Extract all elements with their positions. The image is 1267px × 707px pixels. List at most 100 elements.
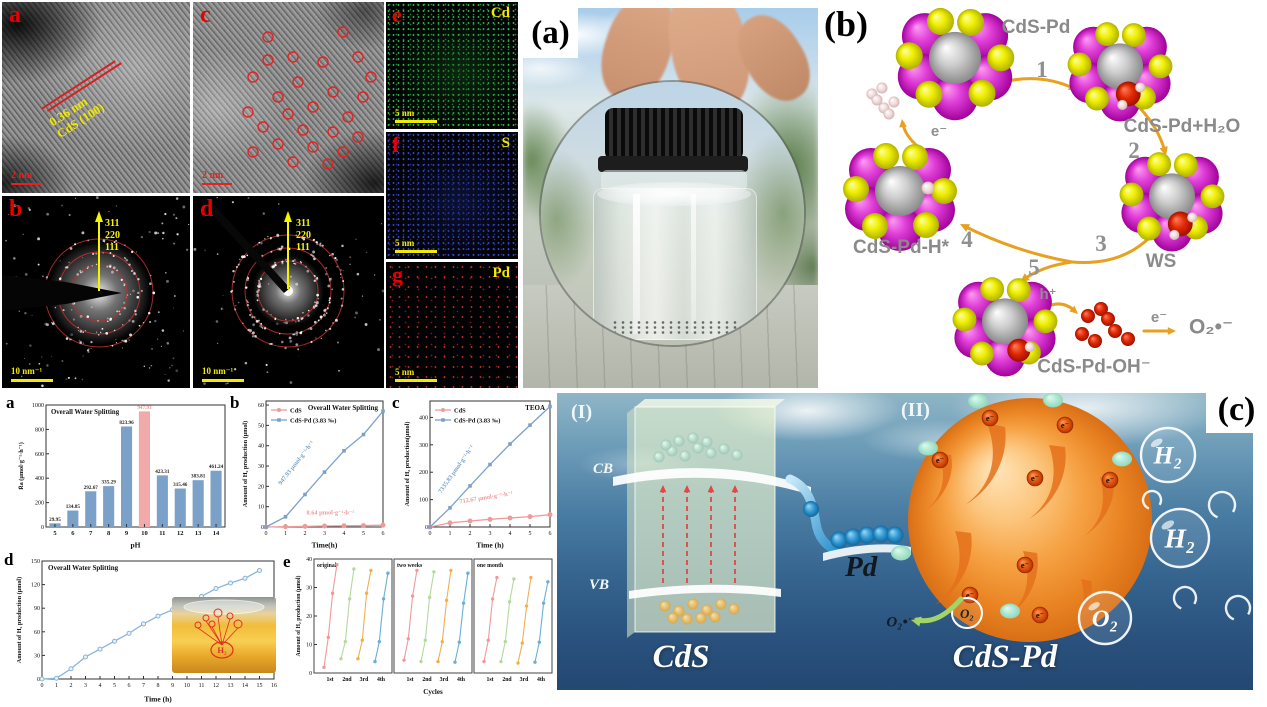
scale-bar-line [202, 183, 232, 185]
svg-text:4: 4 [509, 531, 512, 537]
chart-c-letter: c [392, 394, 400, 411]
panel-c-letter: c [200, 3, 211, 27]
svg-text:1000: 1000 [32, 403, 44, 409]
svg-text:6: 6 [382, 531, 385, 537]
svg-text:e⁻: e⁻ [986, 413, 994, 423]
svg-text:20: 20 [258, 484, 264, 490]
cycle-panel-label: (b) [824, 6, 868, 42]
svg-text:Overall Water Splitting: Overall Water Splitting [308, 404, 379, 412]
jar-cap [605, 108, 743, 160]
photo-label: (a) [531, 15, 569, 52]
svg-text:1st: 1st [326, 677, 333, 683]
svg-text:8.64 μmol·g⁻¹·h⁻¹: 8.64 μmol·g⁻¹·h⁻¹ [307, 509, 355, 516]
line-chart-ows: 0102030405060Time(h)Amount of H₂ product… [240, 395, 388, 549]
cycling-stability-chart: 010203040Amount of H₂ production (μmol)o… [294, 553, 556, 703]
step-1: 1 [1036, 57, 1048, 83]
photo-panel: (a) [523, 8, 818, 388]
svg-text:30: 30 [34, 653, 40, 659]
svg-text:3: 3 [489, 531, 492, 537]
element-label-cd: Cd [491, 5, 510, 22]
glass-highlight [633, 194, 640, 334]
svg-text:947.93 μmol·g⁻¹·h⁻¹: 947.93 μmol·g⁻¹·h⁻¹ [277, 440, 316, 487]
svg-text:0: 0 [265, 531, 268, 537]
svg-text:10: 10 [141, 530, 148, 537]
svg-text:712.67 μmol·g⁻¹·h⁻¹: 712.67 μmol·g⁻¹·h⁻¹ [459, 490, 513, 505]
ring-index-labels: 311 220 111 [296, 218, 311, 254]
species-cds-pd-h: CdS-Pd-H* [853, 237, 949, 259]
svg-text:5: 5 [113, 683, 116, 689]
scale-bar-line [11, 183, 41, 185]
chart-a-letter: a [6, 394, 15, 411]
saed-panel-d: d 311 220 111 10 nm⁻¹ [193, 196, 384, 388]
svg-text:4: 4 [99, 683, 102, 689]
svg-text:e⁻: e⁻ [936, 455, 944, 465]
svg-text:8: 8 [107, 530, 111, 537]
scale-bar: 5 nm [395, 238, 437, 253]
svg-text:1: 1 [55, 683, 58, 689]
svg-text:5: 5 [529, 531, 532, 537]
scale-bar-line [395, 120, 437, 123]
svg-text:original: original [317, 563, 337, 569]
svg-text:947.93: 947.93 [137, 405, 152, 411]
svg-text:6: 6 [71, 530, 75, 537]
svg-text:9: 9 [125, 530, 129, 537]
electron-label: e⁻ [931, 122, 947, 140]
gas-bubble: O₂ [1079, 592, 1131, 644]
svg-text:383.81: 383.81 [191, 474, 206, 480]
superoxide-label: O₂•⁻ [1189, 315, 1233, 340]
svg-text:4th: 4th [377, 677, 386, 683]
element-label-pd: Pd [492, 265, 510, 282]
svg-text:20: 20 [306, 614, 312, 620]
svg-text:134.85: 134.85 [66, 504, 81, 510]
svg-text:6: 6 [128, 683, 131, 689]
superoxide-label: O₂•⁻ [886, 613, 915, 632]
panel-d-letter: d [200, 197, 213, 221]
jar-sediment [611, 320, 737, 334]
line-chart-teoa: 0 100 200 300 400 Time (h) Amount of H₂ produc… [402, 395, 555, 549]
svg-text:4: 4 [343, 531, 346, 537]
svg-text:H₂: H₂ [1153, 441, 1183, 470]
cluster [1120, 152, 1225, 251]
svg-text:15: 15 [257, 683, 263, 689]
svg-text:9: 9 [171, 683, 174, 689]
svg-text:823.96: 823.96 [119, 420, 134, 426]
bar-chart-ph: 0 200 400 600 800 1000 pH R̄a (μmol·g⁻¹·h⁻¹) 29.… [16, 395, 230, 549]
cluster [896, 8, 1015, 120]
svg-text:12: 12 [213, 683, 219, 689]
hrtem-panel-c: c 2 nm [193, 2, 384, 193]
svg-text:Time (h): Time (h) [476, 541, 504, 550]
svg-text:10: 10 [184, 683, 190, 689]
cds-pd-label: CdS-Pd [953, 639, 1058, 676]
svg-text:100: 100 [419, 498, 428, 504]
svg-text:11: 11 [199, 683, 205, 689]
glass-highlight [691, 194, 696, 332]
svg-text:Overall Water Splitting: Overall Water Splitting [48, 564, 119, 572]
svg-text:300: 300 [419, 443, 428, 449]
panel-e-letter: e [392, 2, 402, 28]
cb-label: CB [593, 461, 613, 478]
panel-a-letter: a [9, 3, 21, 27]
schematic-label-box: (c) [1206, 391, 1267, 433]
scale-bar-line [202, 379, 244, 382]
vb-label: VB [589, 577, 609, 594]
chart-d-letter: d [4, 551, 13, 568]
scale-bar: 2 nm [11, 170, 41, 185]
svg-text:50: 50 [258, 423, 264, 429]
o2-molecules [1075, 302, 1135, 348]
svg-text:6: 6 [549, 531, 552, 537]
svg-text:2: 2 [70, 683, 73, 689]
jar-body [593, 188, 757, 340]
svg-text:two weeks: two weeks [397, 563, 423, 569]
svg-text:461.24: 461.24 [209, 464, 224, 470]
series-CdS [264, 523, 385, 529]
step-2: 2 [1128, 138, 1140, 164]
svg-text:1st: 1st [486, 677, 493, 683]
panel-f-letter: f [392, 132, 399, 158]
svg-text:30: 30 [306, 586, 312, 592]
svg-text:315.46: 315.46 [173, 482, 188, 488]
species-cds-pd-oh: CdS-Pd-OH⁻ [1037, 356, 1150, 379]
svg-text:0: 0 [41, 683, 44, 689]
svg-text:400: 400 [35, 476, 44, 482]
svg-text:1st: 1st [406, 677, 413, 683]
scale-bar-line [11, 379, 53, 382]
